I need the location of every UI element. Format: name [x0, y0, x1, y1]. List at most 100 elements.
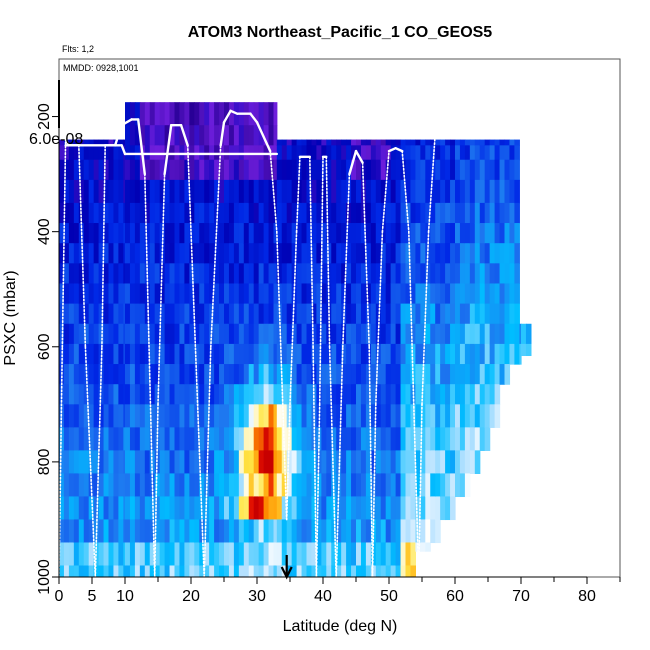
heatmap-cell: [258, 202, 265, 224]
heatmap-cell: [380, 303, 387, 325]
heatmap-cell: [199, 364, 205, 385]
heatmap-cell: [93, 364, 100, 385]
heatmap-cell: [73, 473, 80, 498]
flight-track-segment: [113, 123, 123, 147]
heatmap-cell: [204, 519, 210, 544]
flight-track-segment: [308, 156, 314, 348]
heatmap-cell: [209, 202, 215, 224]
heatmap-cell: [224, 384, 230, 405]
heatmap-cell: [351, 202, 357, 224]
heatmap-cell: [98, 343, 105, 365]
heatmap-cell: [494, 263, 501, 285]
heatmap-cell: [214, 303, 220, 325]
heatmap-cell: [224, 243, 230, 264]
dates-label: MMDD: 0928,1001: [63, 63, 139, 73]
heatmap-cell: [351, 323, 357, 345]
heatmap-cell: [415, 243, 421, 264]
heatmap-cell: [321, 450, 327, 474]
heatmap-cell: [450, 202, 456, 224]
heatmap-cell: [83, 565, 90, 577]
heatmap-cell: [113, 473, 119, 498]
heatmap-cell: [129, 125, 136, 146]
heatmap-cell: [159, 542, 166, 567]
heatmap-cell: [103, 519, 110, 544]
heatmap-cell: [209, 243, 215, 264]
heatmap-cell: [410, 145, 416, 161]
heatmap-cell: [113, 303, 119, 325]
heatmap-cell: [360, 473, 367, 498]
heatmap-cell: [118, 519, 124, 544]
heatmap-cell: [78, 384, 85, 405]
heatmap-cell: [134, 263, 141, 285]
heatmap-cell: [415, 404, 421, 428]
heatmap-cell: [63, 364, 70, 385]
heatmap-cell: [326, 565, 332, 577]
heatmap-cell: [301, 384, 308, 405]
flight-track-segment: [144, 173, 156, 577]
heatmap-cell: [93, 263, 100, 285]
heatmap-cell: [450, 404, 456, 428]
heatmap-cell: [179, 102, 185, 126]
heatmap-cell: [430, 323, 436, 345]
heatmap-cell: [209, 223, 215, 244]
heatmap-cell: [263, 473, 270, 498]
heatmap-cell: [228, 263, 235, 285]
heatmap-cell: [301, 343, 308, 365]
heatmap-cell: [306, 323, 313, 345]
heatmap-cell: [435, 243, 441, 264]
heatmap-cell: [370, 404, 377, 428]
heatmap-cell: [204, 223, 210, 244]
heatmap-cell: [139, 125, 146, 146]
heatmap-cell: [385, 263, 392, 285]
heatmap-cell: [184, 519, 190, 544]
heatmap-cell: [59, 179, 65, 204]
heatmap-cell: [360, 404, 367, 428]
heatmap-cell: [296, 343, 303, 365]
heatmap-cell: [296, 263, 303, 285]
heatmap-cell: [296, 283, 303, 305]
heatmap-cell: [435, 263, 441, 285]
heatmap-cell: [88, 343, 95, 365]
heatmap-cell: [233, 496, 240, 521]
heatmap-cell: [134, 384, 141, 405]
heatmap-cell: [179, 343, 185, 365]
heatmap-cell: [144, 243, 151, 264]
heatmap-cell: [430, 450, 436, 474]
heatmap-cell: [174, 159, 181, 181]
heatmap-cell: [129, 243, 136, 264]
heatmap-cell: [445, 223, 451, 244]
heatmap-cell: [504, 159, 511, 181]
heatmap-cell: [509, 263, 515, 285]
heatmap-cell: [514, 145, 520, 161]
heatmap-cell: [113, 542, 119, 567]
heatmap-cell: [385, 364, 392, 385]
heatmap-cell: [276, 364, 283, 385]
heatmap-cell: [134, 243, 141, 264]
heatmap-cell: [440, 159, 446, 181]
heatmap-cell: [395, 323, 402, 345]
heatmap-cell: [440, 450, 446, 474]
heatmap-cell: [73, 427, 80, 451]
heatmap-cell: [370, 364, 377, 385]
heatmap-cell: [360, 565, 367, 577]
heatmap-cell: [174, 223, 181, 244]
heatmap-cell: [233, 364, 240, 385]
heatmap-cell: [375, 202, 382, 224]
heatmap-cell: [469, 384, 476, 405]
heatmap-cell: [410, 202, 416, 224]
heatmap-cell: [291, 243, 298, 264]
heatmap-cell: [228, 404, 235, 428]
heatmap-cell: [258, 159, 265, 181]
heatmap-cell: [174, 384, 181, 405]
heatmap-cell: [351, 303, 357, 325]
heatmap-cell: [370, 139, 377, 146]
heatmap-cell: [351, 542, 357, 567]
heatmap-cell: [129, 343, 136, 365]
heatmap-cell: [113, 496, 119, 521]
heatmap-cell: [296, 139, 303, 146]
heatmap-cell: [129, 283, 136, 305]
heatmap-cell: [73, 159, 80, 181]
heatmap-cell: [224, 303, 230, 325]
heatmap-cell: [224, 343, 230, 365]
heatmap-cell: [214, 384, 220, 405]
